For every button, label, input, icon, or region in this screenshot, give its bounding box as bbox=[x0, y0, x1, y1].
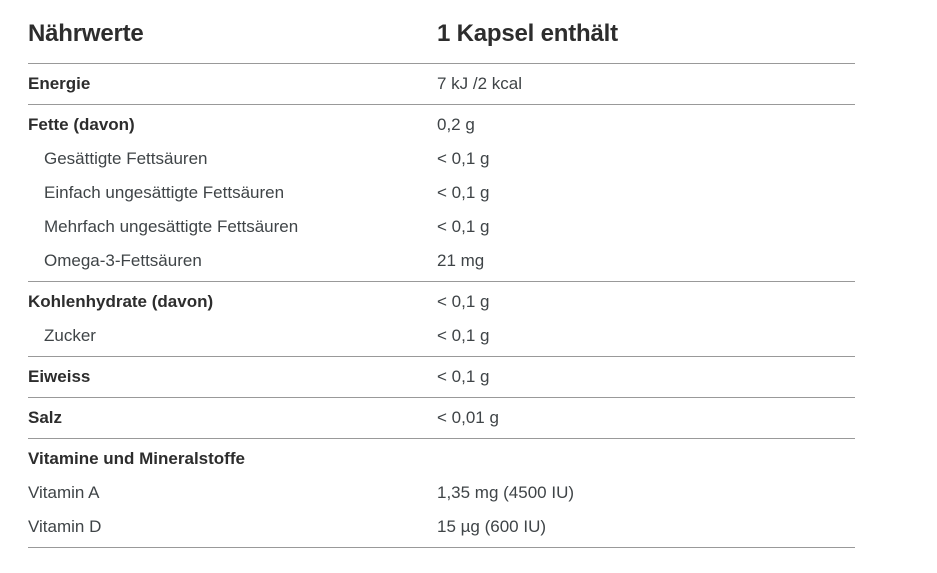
row-label: Zucker bbox=[44, 326, 96, 345]
row-value: 21 mg bbox=[437, 251, 485, 270]
table-section: Eiweiss < 0,1 g bbox=[28, 357, 855, 398]
table-row: Vitamine und Mineralstoffe bbox=[28, 442, 855, 476]
row-value: < 0,1 g bbox=[437, 149, 490, 168]
row-label: Vitamin A bbox=[28, 483, 100, 502]
table-row: Omega-3-Fettsäuren 21 mg bbox=[28, 244, 855, 278]
row-value: < 0,1 g bbox=[437, 183, 490, 202]
table-row: Fette (davon) 0,2 g bbox=[28, 108, 855, 142]
table-row: Mehrfach ungesättigte Fettsäuren < 0,1 g bbox=[28, 210, 855, 244]
row-value: 1,35 mg (4500 IU) bbox=[437, 483, 575, 502]
row-value: < 0,01 g bbox=[437, 408, 499, 427]
row-label: Energie bbox=[28, 74, 91, 93]
table-row: Energie 7 kJ /2 kcal bbox=[28, 67, 855, 101]
row-label: Omega-3-Fettsäuren bbox=[44, 251, 202, 270]
row-label: Fette (davon) bbox=[28, 115, 135, 134]
row-value: 0,2 g bbox=[437, 115, 475, 134]
row-value: < 0,1 g bbox=[437, 292, 490, 311]
table-header-per-capsule: 1 Kapsel enthält bbox=[437, 20, 618, 47]
table-row: Vitamin D 15 µg (600 IU) bbox=[28, 510, 855, 544]
row-label: Kohlenhydrate (davon) bbox=[28, 292, 214, 311]
table-row: Kohlenhydrate (davon) < 0,1 g bbox=[28, 285, 855, 319]
table-body: Energie 7 kJ /2 kcal Fette (davon) 0,2 g… bbox=[28, 64, 855, 548]
row-label: Gesättigte Fettsäuren bbox=[44, 149, 208, 168]
table-section: Energie 7 kJ /2 kcal bbox=[28, 64, 855, 105]
table-row: Einfach ungesättigte Fettsäuren < 0,1 g bbox=[28, 176, 855, 210]
table-header-row: Nährwerte 1 Kapsel enthält bbox=[28, 0, 855, 64]
row-value: < 0,1 g bbox=[437, 217, 490, 236]
row-value: < 0,1 g bbox=[437, 326, 490, 345]
row-label: Salz bbox=[28, 408, 63, 427]
table-row: Gesättigte Fettsäuren < 0,1 g bbox=[28, 142, 855, 176]
table-row: Zucker < 0,1 g bbox=[28, 319, 855, 353]
row-value: 7 kJ /2 kcal bbox=[437, 74, 523, 93]
table-row: Vitamin A 1,35 mg (4500 IU) bbox=[28, 476, 855, 510]
table-section: Salz < 0,01 g bbox=[28, 398, 855, 439]
table-row: Salz < 0,01 g bbox=[28, 401, 855, 435]
row-label: Einfach ungesättigte Fettsäuren bbox=[44, 183, 285, 202]
row-label: Vitamin D bbox=[28, 517, 102, 536]
table-section: Fette (davon) 0,2 g Gesättigte Fettsäure… bbox=[28, 105, 855, 282]
row-label: Mehrfach ungesättigte Fettsäuren bbox=[44, 217, 299, 236]
table-section: Vitamine und Mineralstoffe Vitamin A 1,3… bbox=[28, 439, 855, 548]
row-value: 15 µg (600 IU) bbox=[437, 517, 547, 536]
table-row: Eiweiss < 0,1 g bbox=[28, 360, 855, 394]
row-label: Eiweiss bbox=[28, 367, 91, 386]
row-label: Vitamine und Mineralstoffe bbox=[28, 449, 245, 468]
table-header-nutrients: Nährwerte bbox=[28, 20, 144, 47]
table-section: Kohlenhydrate (davon) < 0,1 g Zucker < 0… bbox=[28, 282, 855, 357]
row-value: < 0,1 g bbox=[437, 367, 490, 386]
nutrition-table: Nährwerte 1 Kapsel enthält Energie 7 kJ … bbox=[28, 0, 855, 548]
